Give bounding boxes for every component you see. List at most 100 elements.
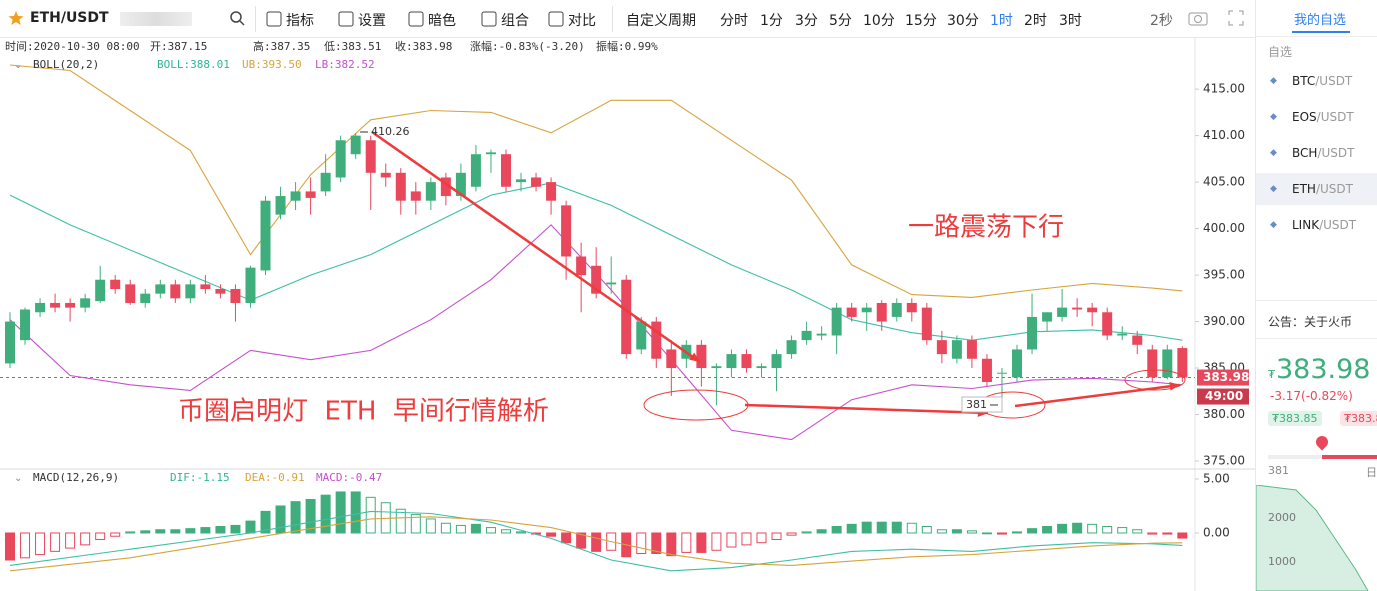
candle-body <box>215 289 226 294</box>
candle-body <box>636 321 647 350</box>
candle-body <box>1042 312 1053 322</box>
period[interactable]: 1分 <box>760 13 783 29</box>
macd-bar <box>20 532 31 559</box>
search-icon[interactable] <box>229 10 245 26</box>
menu-item[interactable]: 设置 <box>358 13 386 29</box>
candle-body <box>425 182 436 201</box>
filter[interactable]: 自选 <box>1268 45 1293 59</box>
pair-label: ETH/USDT <box>1292 173 1353 205</box>
candle-body <box>230 289 241 303</box>
candle-body <box>395 172 406 201</box>
menu-icon[interactable] <box>408 11 424 27</box>
period[interactable]: 3时 <box>1059 13 1082 29</box>
info-text: DIF:-1.15 <box>170 471 230 484</box>
notice[interactable]: 公告：关于火币 <box>1268 315 1353 329</box>
candle-body <box>1072 307 1083 310</box>
depth-tick: 1000 <box>1268 555 1296 568</box>
period[interactable]: 2时 <box>1024 13 1047 29</box>
y2-tick-label: 5.00 <box>1203 471 1230 485</box>
candle-body <box>455 172 466 197</box>
candle-body <box>741 354 752 369</box>
bid: ₮383.85 <box>1268 411 1322 426</box>
candle-body <box>470 154 481 187</box>
pair-quote: /USDT <box>1319 218 1357 232</box>
candle-body <box>936 340 947 355</box>
last-price-box <box>1197 369 1249 386</box>
refresh[interactable]: 2秒 <box>1150 13 1173 29</box>
last-price-label: 383.98 <box>1203 370 1249 384</box>
separator <box>255 6 256 32</box>
info-text: 涨幅:-0.83%(-3.20) <box>470 40 585 53</box>
collapse-icon: ⌄ <box>14 60 22 71</box>
period[interactable]: 3分 <box>795 13 818 29</box>
info-text: 收:383.98 <box>395 39 452 53</box>
macd-bar <box>455 524 466 534</box>
candle-body <box>65 302 76 308</box>
candle-body <box>711 366 722 369</box>
candle-body <box>1177 348 1188 378</box>
range-label: 日 <box>1366 466 1377 479</box>
price: 383.98 <box>1276 354 1371 385</box>
macd-bar <box>966 530 977 534</box>
macd-bar <box>485 527 496 534</box>
candle-body <box>380 172 391 178</box>
annotation-arrow <box>1014 383 1181 408</box>
y-tick-label: 395.00 <box>1203 268 1245 282</box>
macd-bar <box>275 505 286 534</box>
menu-icon[interactable] <box>548 11 564 27</box>
star-icon[interactable] <box>8 10 24 26</box>
pair-row[interactable]: ◆ BCH/USDT <box>1256 137 1377 169</box>
candle-body <box>981 358 992 382</box>
menu-icon[interactable] <box>481 11 497 27</box>
blurred-box <box>120 12 192 26</box>
pair-row[interactable]: ◆ EOS/USDT <box>1256 101 1377 133</box>
candle-body <box>861 307 872 313</box>
fullscreen-icon[interactable] <box>1228 10 1244 26</box>
info-text: BOLL(20,2) <box>33 58 99 71</box>
sidebar: 我的自选 自选 公告：关于火币 ₮ 383.98 -3.17(-0.82%) ₮… <box>1255 0 1377 591</box>
candle-body <box>5 321 15 364</box>
period[interactable]: 10分 <box>863 13 895 29</box>
candle-body <box>846 307 857 317</box>
tab-underline <box>1292 31 1350 33</box>
menu-item[interactable]: 组合 <box>501 13 529 29</box>
period[interactable]: 1时 <box>990 13 1013 29</box>
macd-bar <box>170 529 181 534</box>
macd-bar <box>516 531 527 534</box>
menu-item[interactable]: 对比 <box>568 13 596 29</box>
macd-bar <box>921 526 932 534</box>
period[interactable]: 30分 <box>947 13 979 29</box>
symbol[interactable]: ETH/USDT <box>30 10 109 26</box>
macd-bar <box>726 532 737 548</box>
macd-bar <box>981 532 992 535</box>
period[interactable]: 5分 <box>829 13 852 29</box>
candle-body <box>531 177 542 187</box>
divider <box>1256 300 1377 301</box>
change: -3.17(-0.82%) <box>1270 389 1353 403</box>
pair-icon: ◆ <box>1270 184 1277 194</box>
menu-item[interactable]: 指标 <box>286 13 314 29</box>
candle-body <box>260 200 271 271</box>
pair-row[interactable]: ◆ ETH/USDT <box>1256 173 1377 205</box>
watchlist-tab[interactable]: 我的自选 <box>1294 13 1347 28</box>
macd-bar <box>95 532 106 540</box>
macd-bar <box>65 532 76 549</box>
period[interactable]: 分时 <box>720 13 748 29</box>
macd-bar <box>350 491 361 534</box>
macd-bar <box>440 522 451 534</box>
menu-icon[interactable] <box>338 11 354 27</box>
pair-label: BTC/USDT <box>1292 65 1352 97</box>
pair-row[interactable]: ◆ BTC/USDT <box>1256 65 1377 97</box>
custom-period[interactable]: 自定义周期 <box>626 13 696 29</box>
macd-bar <box>425 518 436 534</box>
period[interactable]: 15分 <box>905 13 937 29</box>
menu-icon[interactable] <box>266 11 282 27</box>
pair-row[interactable]: ◆ LINK/USDT <box>1256 209 1377 241</box>
macd-bar <box>831 526 842 534</box>
macd-bar <box>636 532 647 555</box>
pair-base: BCH <box>1292 146 1318 160</box>
y2-tick-label: 0.00 <box>1203 525 1230 539</box>
menu-item[interactable]: 暗色 <box>428 13 456 29</box>
camera-icon[interactable] <box>1188 10 1208 26</box>
pair-quote: /USDT <box>1315 182 1353 196</box>
